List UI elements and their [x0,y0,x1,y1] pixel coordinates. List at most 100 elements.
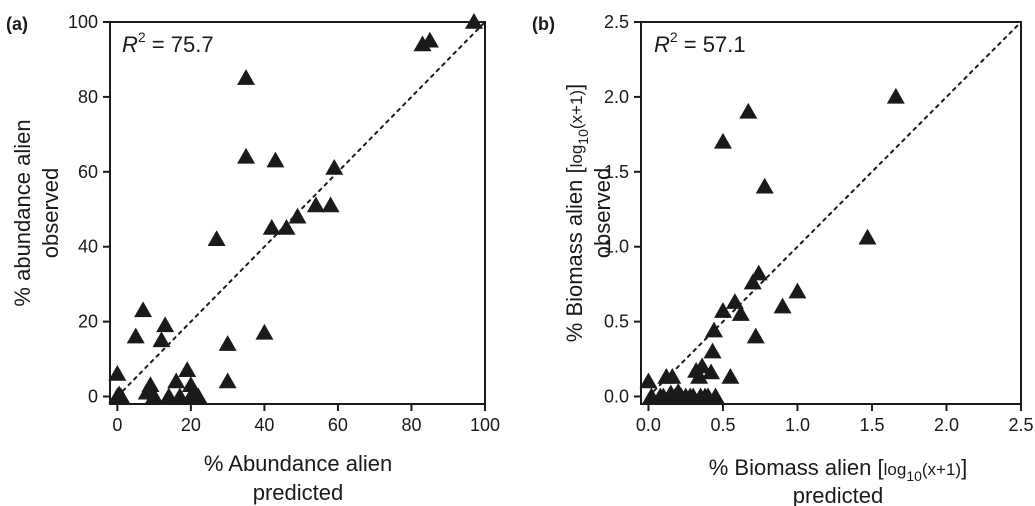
panel-a-r-value: = 75.7 [146,32,214,57]
panel-b-data-point [639,372,658,389]
panel-b-y-label-bracket-open: [ [562,167,587,173]
panel-b-data-point [663,368,682,384]
panel-a-data-point [321,196,340,213]
panel-b-data-point [693,357,712,374]
panel-a-data-point [420,31,439,48]
panel-b-data-point [773,297,792,314]
panel-a-y-tick-label: 80 [78,87,98,107]
panel-b-data-point [713,132,732,149]
panel-a-data-point [464,13,483,29]
panel-b-y-tick-label: 0.0 [604,387,629,407]
panel-b-y-tick-label: 0.5 [604,312,629,332]
panel-a-y-tick-label: 20 [78,312,98,332]
panel-b-data-point [739,102,758,119]
panel-a-data-point [145,387,164,404]
panel-a-y-label-line2: observed [38,168,63,259]
panel-b-x-label-bracket-open: [ [878,455,884,480]
panel-a-data-point [112,387,131,404]
panel-a-r-superscript: 2 [138,29,146,45]
panel-a-data-point [189,387,208,404]
panel-a-x-tick-label: 80 [401,415,421,435]
panel-b-x-tick-label: 2.0 [934,415,959,435]
panel-b-y-tick-label: 1.0 [604,237,629,257]
panel-a-data-point [156,316,175,333]
panel-a-x-label-line1: % Abundance alien [204,451,392,476]
panel-a-data-point [262,218,281,235]
panel-b-data-point [706,387,725,404]
panel-a-label: (a) [6,14,28,34]
panel-b-data-point [743,273,762,290]
panel-b-x-label-line2: predicted [793,483,884,506]
panel-b-data-point [749,264,768,281]
panel-a-y-tick-label: 0 [88,387,98,407]
panel-a-x-label-line2: predicted [253,480,344,505]
panel-b-x-label-bracket-close: ] [961,455,967,480]
panel-b-r-superscript: 2 [670,29,678,45]
panel-b: (b) 0.0 0.5 1.0 1.5 2.0 2.5 0.0 0.5 1.0 1.5 2.0 2.… [532,12,1034,506]
panel-a-data-point [152,331,171,348]
panel-a-data-point [218,335,237,351]
panel-a-reference-line [116,21,486,398]
panel-b-x-label-text: % Biomass alien [709,455,878,480]
panel-b-data-point [690,368,709,384]
panel-b-data-point [713,302,732,318]
panel-b-data-point [886,87,905,104]
panel-b-y-label-log-sub: 10 [575,129,591,145]
panel-b-data-point [858,228,877,245]
panel-a-y-tick-label: 40 [78,237,98,257]
panel-b-x-label-line1: % Biomass alien [log10(x+1)] [709,455,967,484]
panel-a-data-point [167,372,186,389]
panel-a-data-point [255,323,274,340]
panel-b-x-label-log-sub: 10 [906,468,922,484]
panel-b-data-point [731,305,750,321]
panel-b-y-tick-label: 2.0 [604,87,629,107]
panel-a-data-point [108,365,127,381]
panel-b-data-point [755,177,774,194]
panel-a-data-point [306,196,325,213]
panel-a-y-tick-label: 60 [78,162,98,182]
panel-b-data-point [703,342,722,359]
panel-a-data-point [134,301,153,318]
panel-a-x-tick-label: 0 [112,415,122,435]
panel-b-data-point [702,363,721,380]
panel-a-data-point [325,159,344,175]
panel-a-data-point [141,376,160,393]
panel-b-y-label-bracket-close: ] [562,84,587,90]
panel-b-y-label-line2: observed [590,168,615,259]
panel-b-data-point [725,293,744,309]
panel-b-label: (b) [532,14,555,34]
panel-b-x-tick-label: 1.0 [785,415,810,435]
panel-b-reference-line [647,21,1022,398]
panel-a-y-tick-label: 100 [68,12,98,32]
panel-b-x-tick-label: 2.5 [1008,415,1033,435]
panel-b-y-tick-label: 2.5 [604,12,629,32]
panel-a-x-tick-label: 20 [181,415,201,435]
panel-b-data-point [705,321,724,338]
panel-b-r-symbol: R [654,32,670,57]
panel-b-y-label-log: log [567,145,586,168]
panel-b-y-label-text: % Biomass alien [562,173,587,342]
panel-b-data-point [788,282,807,299]
panel-b-x-label-log: log [884,460,907,479]
panel-b-y-label-arg: (x+1) [567,90,586,129]
panel-a-data-point [288,207,307,224]
panel-a-y-label-line1: % abundance alien [10,119,35,306]
panel-b-frame [640,21,1022,405]
panel-a-frame [109,21,486,405]
panel-a-data-point [277,218,296,235]
panel-b-y-tick-label: 1.5 [604,162,629,182]
panel-a-data-point [218,372,237,389]
panel-b-r-value: = 57.1 [678,32,746,57]
panel-a-data-point [266,151,285,168]
panel-a-data-point [237,147,256,164]
panel-b-data-point [746,327,765,344]
panel-a-data-point [207,230,226,246]
panel-a-data-point [237,69,256,85]
panel-b-x-tick-label: 1.5 [859,415,884,435]
panel-a-x-tick-label: 60 [328,415,348,435]
panel-b-r-squared: R2 = 57.1 [654,29,746,57]
panel-b-x-tick-label: 0.5 [710,415,735,435]
panel-a-data-point [178,361,197,378]
